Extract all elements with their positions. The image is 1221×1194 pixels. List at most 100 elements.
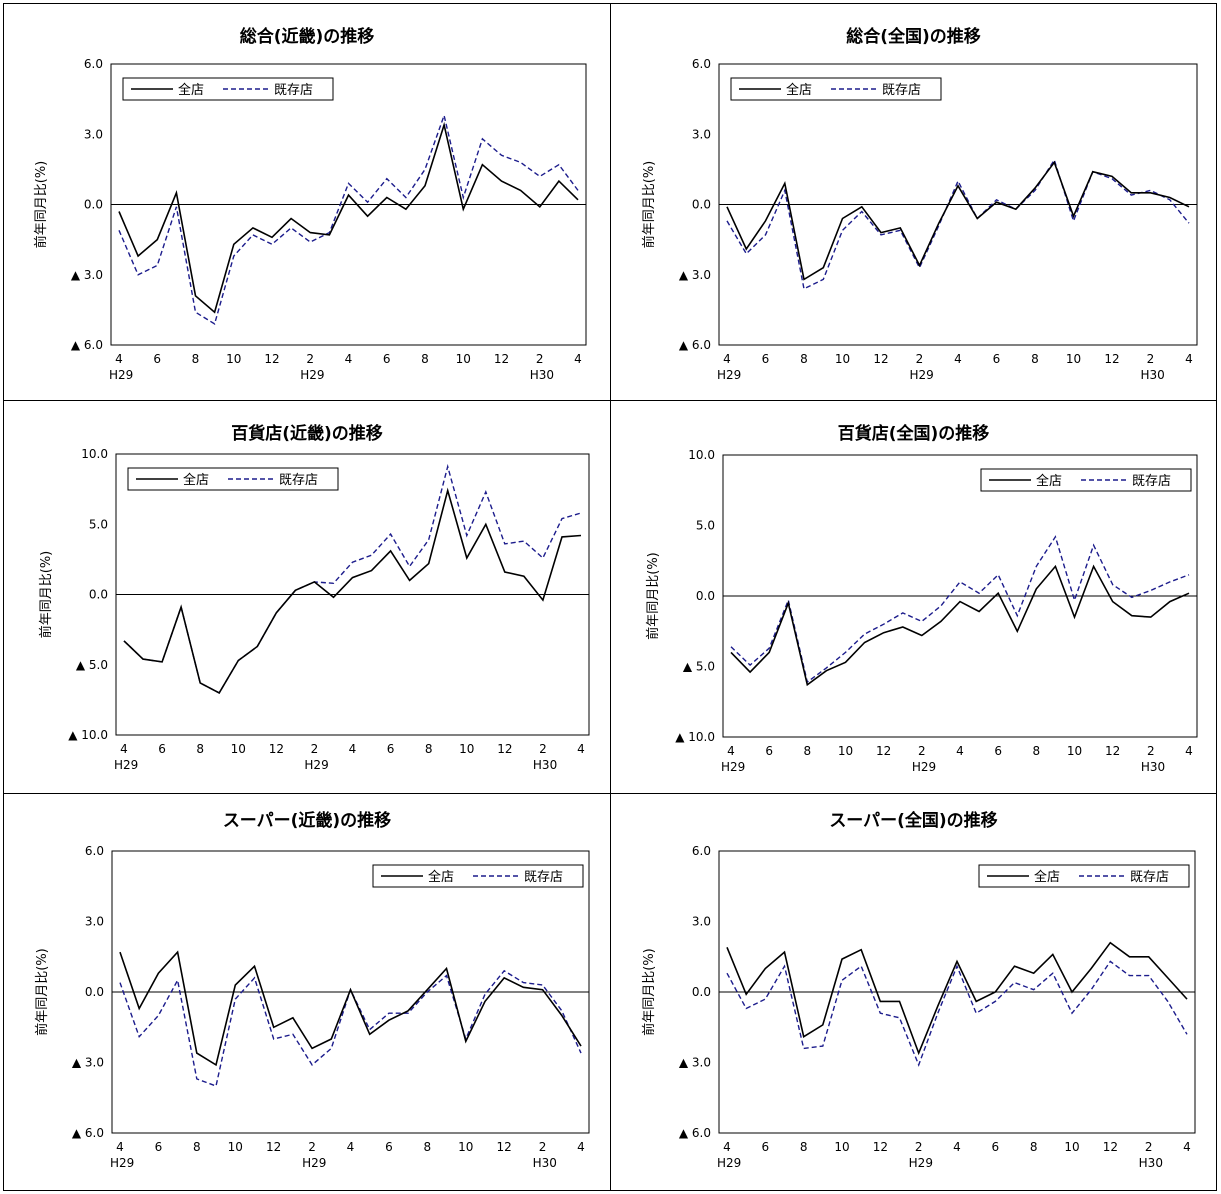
x-year-label: H30 xyxy=(530,368,554,382)
x-tick-label: 12 xyxy=(269,742,284,756)
x-tick-label: 12 xyxy=(266,1140,281,1154)
x-tick-label: 4 xyxy=(953,1140,961,1154)
legend-label-existing-stores: 既存店 xyxy=(524,870,563,885)
chart-super-kinki: スーパー(近畿)の推移 6.0 3.0 0.0 ▲ 3.0 ▲ 6.0 前年同月比(%) 4 6… xyxy=(34,810,590,1170)
x-tick-label: 4 xyxy=(115,352,123,366)
y-tick-label: 6.0 xyxy=(692,844,711,858)
y-tick-label: ▲ 3.0 xyxy=(71,268,103,282)
x-tick-label: 10 xyxy=(458,1140,473,1154)
x-tick-label: 6 xyxy=(153,352,161,366)
x-tick-label: 10 xyxy=(231,742,246,756)
x-tick-label: 4 xyxy=(349,742,357,756)
x-tick-label: 12 xyxy=(494,352,509,366)
x-tick-label: 2 xyxy=(306,352,314,366)
y-tick-label: ▲ 10.0 xyxy=(675,730,715,744)
x-tick-label: 8 xyxy=(804,744,812,758)
x-year-label: H30 xyxy=(1141,760,1165,774)
series-line-all-stores xyxy=(726,160,1190,281)
chart-title: 総合(近畿)の推移 xyxy=(240,26,375,47)
x-tick-label: 4 xyxy=(1185,744,1193,758)
y-tick-label: 5.0 xyxy=(89,517,108,531)
x-tick-label: 2 xyxy=(1147,352,1155,366)
y-tick-label: 6.0 xyxy=(85,844,104,858)
chart-title: 百貨店(近畿)の推移 xyxy=(231,423,383,444)
y-axis-label: 前年同月比(%) xyxy=(641,161,657,249)
x-tick-label: 6 xyxy=(383,352,391,366)
chart-panel-sogo-zenkoku: 総合(全国)の推移 6.0 3.0 0.0 ▲ 3.0 ▲ 6.0 前年同月比(%) 4 6 8 1… xyxy=(611,4,1216,400)
x-tick-label: 2 xyxy=(916,352,924,366)
x-tick-label: 4 xyxy=(1183,1140,1191,1154)
x-year-label: H29 xyxy=(110,1156,134,1170)
x-tick-label: 8 xyxy=(1030,1140,1038,1154)
y-tick-label: 3.0 xyxy=(84,127,103,141)
y-axis-label: 前年同月比(%) xyxy=(34,948,50,1036)
x-tick-label: 4 xyxy=(120,742,128,756)
chart-panel-sogo-kinki: 総合(近畿)の推移 6.0 3.0 0.0 ▲ 3.0 ▲ 6.0 前年同月比(%) 4 6 8 1… xyxy=(4,4,610,400)
chart-panel-hyakkaten-zenkoku: 百貨店(全国)の推移 10.0 5.0 0.0 ▲ 5.0 ▲ 10.0 前年同月比(%) 4… xyxy=(611,401,1216,793)
y-tick-label: ▲ 6.0 xyxy=(679,1126,711,1140)
legend-label-all-stores: 全店 xyxy=(1036,473,1062,489)
x-tick-label: 4 xyxy=(345,352,353,366)
x-tick-label: 8 xyxy=(425,742,433,756)
x-year-label: H29 xyxy=(717,1156,741,1170)
y-axis-label: 前年同月比(%) xyxy=(38,551,54,639)
y-tick-label: 0.0 xyxy=(85,985,104,999)
x-tick-label: 12 xyxy=(873,1140,888,1154)
x-tick-label: 4 xyxy=(723,1140,731,1154)
x-tick-label: 6 xyxy=(994,744,1002,758)
y-tick-label: 0.0 xyxy=(84,198,103,212)
y-tick-label: 3.0 xyxy=(692,127,711,141)
x-tick-label: 2 xyxy=(915,1140,923,1154)
x-tick-label: 12 xyxy=(1103,1140,1118,1154)
y-tick-label: ▲ 6.0 xyxy=(72,1126,104,1140)
x-tick-label: 10 xyxy=(838,744,853,758)
x-tick-label: 6 xyxy=(158,742,166,756)
x-tick-label: 2 xyxy=(308,1140,316,1154)
legend-label-existing-stores: 既存店 xyxy=(274,83,313,98)
x-tick-label: 8 xyxy=(421,352,429,366)
y-tick-label: ▲ 6.0 xyxy=(71,338,103,352)
x-tick-label: 4 xyxy=(954,352,962,366)
legend-label-existing-stores: 既存店 xyxy=(882,83,921,98)
x-year-label: H30 xyxy=(1139,1156,1163,1170)
y-tick-label: 0.0 xyxy=(692,985,711,999)
x-tick-label: 10 xyxy=(228,1140,243,1154)
x-tick-label: 10 xyxy=(1064,1140,1079,1154)
x-year-label: H29 xyxy=(912,760,936,774)
y-tick-label: 3.0 xyxy=(692,915,711,929)
x-tick-label: 2 xyxy=(1147,744,1155,758)
chart-panel-super-kinki: スーパー(近畿)の推移 6.0 3.0 0.0 ▲ 3.0 ▲ 6.0 前年同月比(%) 4 6… xyxy=(4,794,610,1190)
y-tick-label: 0.0 xyxy=(692,198,711,212)
x-tick-label: 4 xyxy=(574,352,582,366)
series-line-existing-stores xyxy=(123,463,582,694)
x-tick-label: 8 xyxy=(193,1140,201,1154)
x-year-label: H29 xyxy=(114,758,138,772)
x-tick-label: 4 xyxy=(1185,352,1193,366)
y-tick-label: 10.0 xyxy=(688,448,715,462)
x-tick-label: 4 xyxy=(956,744,964,758)
x-tick-label: 6 xyxy=(993,352,1001,366)
x-tick-label: 4 xyxy=(577,1140,585,1154)
y-tick-label: ▲ 10.0 xyxy=(68,728,108,742)
legend-label-existing-stores: 既存店 xyxy=(1132,474,1171,489)
x-tick-label: 10 xyxy=(456,352,471,366)
series-line-all-stores xyxy=(118,121,579,314)
x-tick-label: 10 xyxy=(1066,352,1081,366)
x-tick-label: 12 xyxy=(876,744,891,758)
legend-label-all-stores: 全店 xyxy=(178,82,204,98)
legend-label-all-stores: 全店 xyxy=(183,472,209,488)
chart-sogo-zenkoku: 総合(全国)の推移 6.0 3.0 0.0 ▲ 3.0 ▲ 6.0 前年同月比(%) 4 6 8 1… xyxy=(641,26,1198,382)
series-line-existing-stores xyxy=(730,535,1190,684)
x-year-label: H29 xyxy=(109,368,133,382)
x-tick-label: 6 xyxy=(762,1140,770,1154)
x-tick-label: 12 xyxy=(1104,352,1119,366)
x-year-label: H29 xyxy=(909,1156,933,1170)
x-year-label: H30 xyxy=(1141,368,1165,382)
x-year-label: H29 xyxy=(302,1156,326,1170)
series-line-all-stores xyxy=(119,950,582,1067)
y-tick-label: ▲ 3.0 xyxy=(679,268,711,282)
x-tick-label: 6 xyxy=(762,352,770,366)
x-tick-label: 2 xyxy=(539,1140,547,1154)
chart-title: スーパー(全国)の推移 xyxy=(829,810,997,831)
x-tick-label: 4 xyxy=(577,742,585,756)
